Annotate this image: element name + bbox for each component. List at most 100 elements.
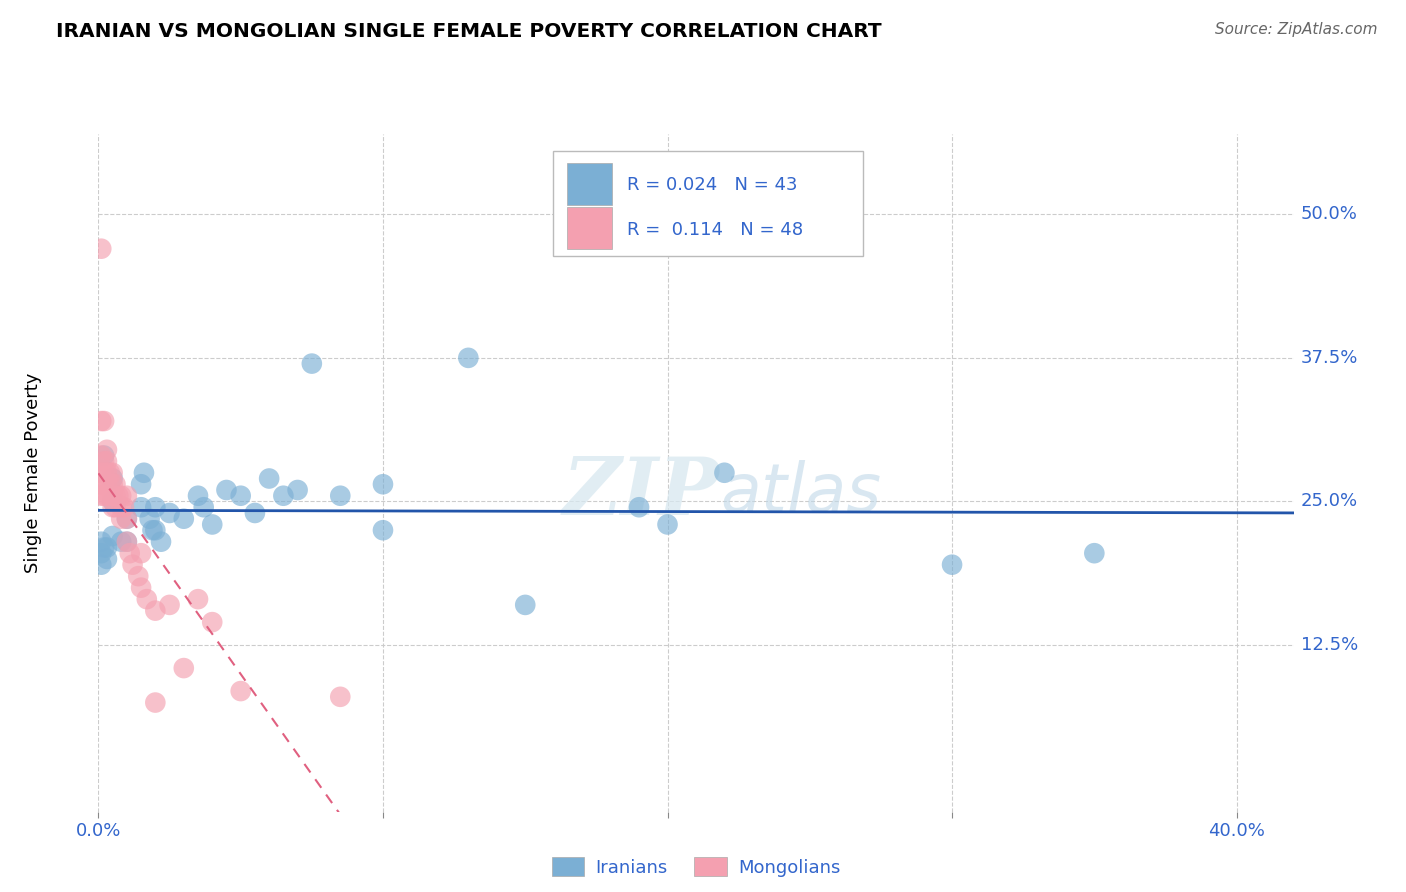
Point: [101, 494, 124, 508]
Point: [98, 466, 121, 480]
Point: [129, 500, 152, 515]
Point: [127, 569, 149, 583]
Point: [98, 489, 121, 503]
Point: [713, 466, 735, 480]
Point: [104, 489, 127, 503]
Text: 50.0%: 50.0%: [1301, 205, 1357, 223]
Point: [90, 414, 112, 428]
Point: [101, 477, 124, 491]
Point: [96, 454, 118, 468]
Point: [90, 546, 112, 560]
Point: [273, 489, 295, 503]
Point: [941, 558, 963, 572]
Point: [257, 471, 280, 485]
Point: [173, 661, 195, 675]
Point: [90, 242, 112, 256]
Point: [93, 449, 115, 463]
Point: [657, 517, 679, 532]
Point: [93, 454, 115, 468]
Point: [90, 449, 112, 463]
Point: [150, 534, 173, 549]
Point: [93, 414, 115, 428]
Text: Single Female Poverty: Single Female Poverty: [24, 373, 42, 573]
Point: [101, 489, 124, 503]
Text: ZIP: ZIP: [562, 454, 720, 532]
Point: [101, 466, 124, 480]
Point: [98, 477, 121, 491]
Text: 12.5%: 12.5%: [1301, 636, 1358, 654]
Point: [115, 489, 138, 503]
Point: [101, 500, 124, 515]
Point: [101, 471, 124, 485]
Point: [96, 442, 118, 457]
Point: [90, 466, 112, 480]
Point: [229, 684, 252, 698]
Point: [229, 489, 252, 503]
Point: [457, 351, 479, 365]
Point: [143, 696, 166, 710]
Point: [215, 483, 238, 497]
Point: [104, 477, 127, 491]
Point: [132, 466, 155, 480]
Point: [138, 512, 160, 526]
Point: [159, 598, 181, 612]
Point: [371, 523, 394, 537]
Point: [93, 541, 115, 555]
Text: R = 0.024   N = 43: R = 0.024 N = 43: [627, 177, 797, 194]
FancyBboxPatch shape: [553, 151, 863, 256]
Point: [143, 604, 166, 618]
Point: [90, 489, 112, 503]
Point: [96, 466, 118, 480]
Point: [115, 534, 138, 549]
Point: [96, 477, 118, 491]
Point: [628, 500, 651, 515]
Point: [115, 512, 138, 526]
Text: R =  0.114   N = 48: R = 0.114 N = 48: [627, 221, 803, 239]
Point: [329, 690, 352, 704]
Point: [301, 357, 323, 371]
Point: [129, 546, 152, 560]
Point: [118, 546, 141, 560]
Point: [96, 489, 118, 503]
Text: Source: ZipAtlas.com: Source: ZipAtlas.com: [1215, 22, 1378, 37]
Point: [143, 500, 166, 515]
Point: [173, 512, 195, 526]
Point: [110, 512, 132, 526]
Point: [129, 581, 152, 595]
Point: [201, 615, 224, 629]
Point: [90, 558, 112, 572]
Point: [287, 483, 309, 497]
Point: [96, 552, 118, 566]
Point: [110, 489, 132, 503]
Point: [115, 534, 138, 549]
Legend: Iranians, Mongolians: Iranians, Mongolians: [544, 850, 848, 884]
Point: [107, 489, 129, 503]
Text: IRANIAN VS MONGOLIAN SINGLE FEMALE POVERTY CORRELATION CHART: IRANIAN VS MONGOLIAN SINGLE FEMALE POVER…: [56, 22, 882, 41]
Point: [96, 541, 118, 555]
Text: 25.0%: 25.0%: [1301, 492, 1358, 510]
Point: [129, 477, 152, 491]
Point: [93, 466, 115, 480]
Point: [243, 506, 266, 520]
Point: [110, 534, 132, 549]
Text: 37.5%: 37.5%: [1301, 349, 1358, 367]
Point: [90, 477, 112, 491]
Point: [201, 517, 224, 532]
Point: [93, 489, 115, 503]
Point: [93, 477, 115, 491]
Point: [135, 592, 157, 607]
Point: [329, 489, 352, 503]
Point: [115, 512, 138, 526]
Point: [515, 598, 537, 612]
Point: [90, 534, 112, 549]
Point: [193, 500, 215, 515]
Point: [1083, 546, 1105, 560]
Point: [141, 523, 163, 537]
Point: [187, 592, 209, 607]
Text: atlas: atlas: [720, 460, 882, 526]
Point: [112, 500, 135, 515]
Point: [143, 523, 166, 537]
Point: [371, 477, 394, 491]
Point: [110, 500, 132, 515]
Point: [159, 506, 181, 520]
